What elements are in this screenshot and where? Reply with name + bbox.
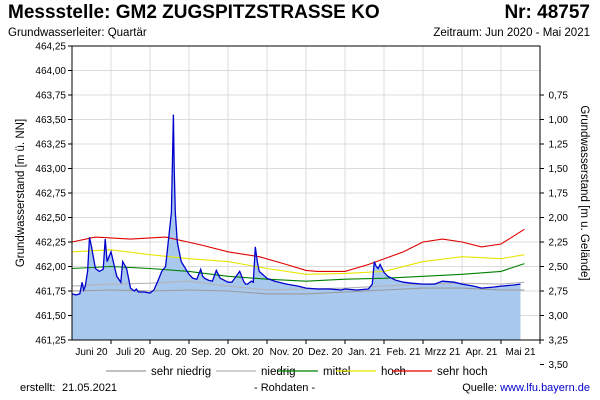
y-tick-label: 462,25 — [35, 238, 66, 249]
aquifer-label: Grundwasserleiter: Quartär — [8, 27, 147, 39]
y2-tick-label: 1,00 — [549, 115, 569, 126]
x-tick-label: Mrzz 21 — [425, 347, 461, 358]
y2-tick-label: 2,50 — [549, 262, 569, 273]
legend-label: sehr niedrig — [151, 366, 211, 378]
reference-lines — [71, 228, 525, 295]
station-title: Messstelle: GM2 ZUGSPITZSTRASSE KO — [8, 2, 380, 23]
legend-label: niedrig — [261, 366, 296, 378]
y2-tick-label: 3,25 — [549, 336, 569, 347]
y-tick-label: 463,75 — [35, 91, 66, 102]
x-tick-label: Aug. 20 — [152, 347, 187, 358]
y-tick-label: 462,50 — [35, 213, 66, 224]
x-tick-label: Jan. 21 — [348, 347, 381, 358]
y-tick-label: 461,25 — [35, 336, 66, 347]
legend-label: sehr hoch — [437, 366, 488, 378]
y2-tick-label: 2,25 — [549, 238, 569, 249]
x-axis: Juni 20 Juli 20 Aug. 20 Sep. 20 Okt. 20 Nov. … — [75, 340, 541, 358]
y2-tick-label: 1,50 — [549, 164, 569, 175]
y-tick-label: 462,75 — [35, 189, 66, 200]
ref-line-mittel — [71, 263, 525, 282]
x-tick-label: Feb. 21 — [387, 347, 421, 358]
x-tick-label: Apr. 21 — [466, 347, 498, 358]
water-level-area — [72, 114, 521, 340]
water-level-line — [71, 114, 521, 296]
source-link[interactable]: www.lfu.bayern.de — [500, 382, 590, 394]
y2-tick-label: 2,00 — [549, 213, 569, 224]
y2-tick-label: 0,75 — [549, 91, 569, 102]
legend-label: hoch — [381, 366, 406, 378]
x-tick-label: Sep. 20 — [191, 347, 226, 358]
legend-label: mittel — [323, 366, 350, 378]
y-tick-label: 463,50 — [35, 115, 66, 126]
x-tick-label: Juli 20 — [116, 347, 145, 358]
created-date: 21.05.2021 — [62, 382, 118, 394]
x-tick-label: Okt. 20 — [231, 347, 264, 358]
y2-tick-label: 3,50 — [549, 360, 569, 371]
x-tick-label: Nov. 20 — [270, 347, 304, 358]
y-tick-label: 463,00 — [35, 164, 66, 175]
x-tick-label: Dez. 20 — [308, 347, 343, 358]
y2-tick-label: 3,00 — [549, 311, 569, 322]
y-tick-label: 464,25 — [35, 42, 66, 53]
y-axis-left: 461,25 461,50 461,75 462,00 462,25 462,50 462,… — [35, 42, 72, 347]
period-label: Zeitraum: Jun 2020 - Mai 2021 — [433, 27, 590, 39]
y2-tick-label: 1,25 — [549, 140, 569, 151]
raw-data-note: - Rohdaten - — [254, 382, 316, 394]
source: Quelle: www.lfu.bayern.de — [462, 382, 590, 394]
source-label: Quelle: — [462, 382, 498, 394]
y-tick-label: 461,75 — [35, 287, 66, 298]
station-number: Nr: 48757 — [504, 2, 590, 23]
y2-tick-label: 1,75 — [549, 189, 569, 200]
x-tick-label: Mai 21 — [505, 347, 535, 358]
y-axis-label: Grundwasserstand [m ü. NN] — [15, 119, 27, 267]
y-axis-right: 3,50 3,25 3,00 2,75 2,50 2,25 2,00 1,75 1,50 1,25… — [540, 91, 569, 371]
y-tick-label: 464,00 — [35, 66, 66, 77]
y-tick-label: 462,00 — [35, 262, 66, 273]
ref-line-sehr-hoch — [71, 228, 525, 272]
ref-line-niedrig — [71, 280, 525, 291]
ref-line-sehr-niedrig — [71, 287, 525, 295]
ref-line-hoch — [71, 249, 525, 275]
y-tick-label: 463,25 — [35, 140, 66, 151]
y-tick-label: 461,50 — [35, 311, 66, 322]
x-tick-label: Juni 20 — [75, 347, 108, 358]
created-label: erstellt: — [20, 382, 56, 394]
y2-axis-label: Grundwasserstand [m u. Gelände] — [578, 105, 590, 280]
y2-tick-label: 2,75 — [549, 287, 569, 298]
legend: sehr niedrig niedrig mittel hoch sehr hoch — [106, 366, 488, 378]
